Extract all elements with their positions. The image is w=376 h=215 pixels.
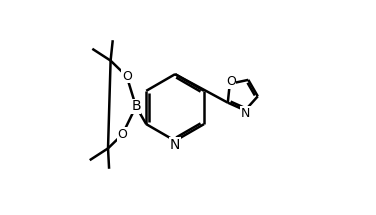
Text: O: O	[226, 75, 236, 88]
Text: N: N	[241, 107, 250, 120]
Text: B: B	[131, 99, 141, 114]
Text: O: O	[117, 128, 127, 141]
Text: O: O	[122, 70, 132, 83]
Text: N: N	[170, 138, 180, 152]
